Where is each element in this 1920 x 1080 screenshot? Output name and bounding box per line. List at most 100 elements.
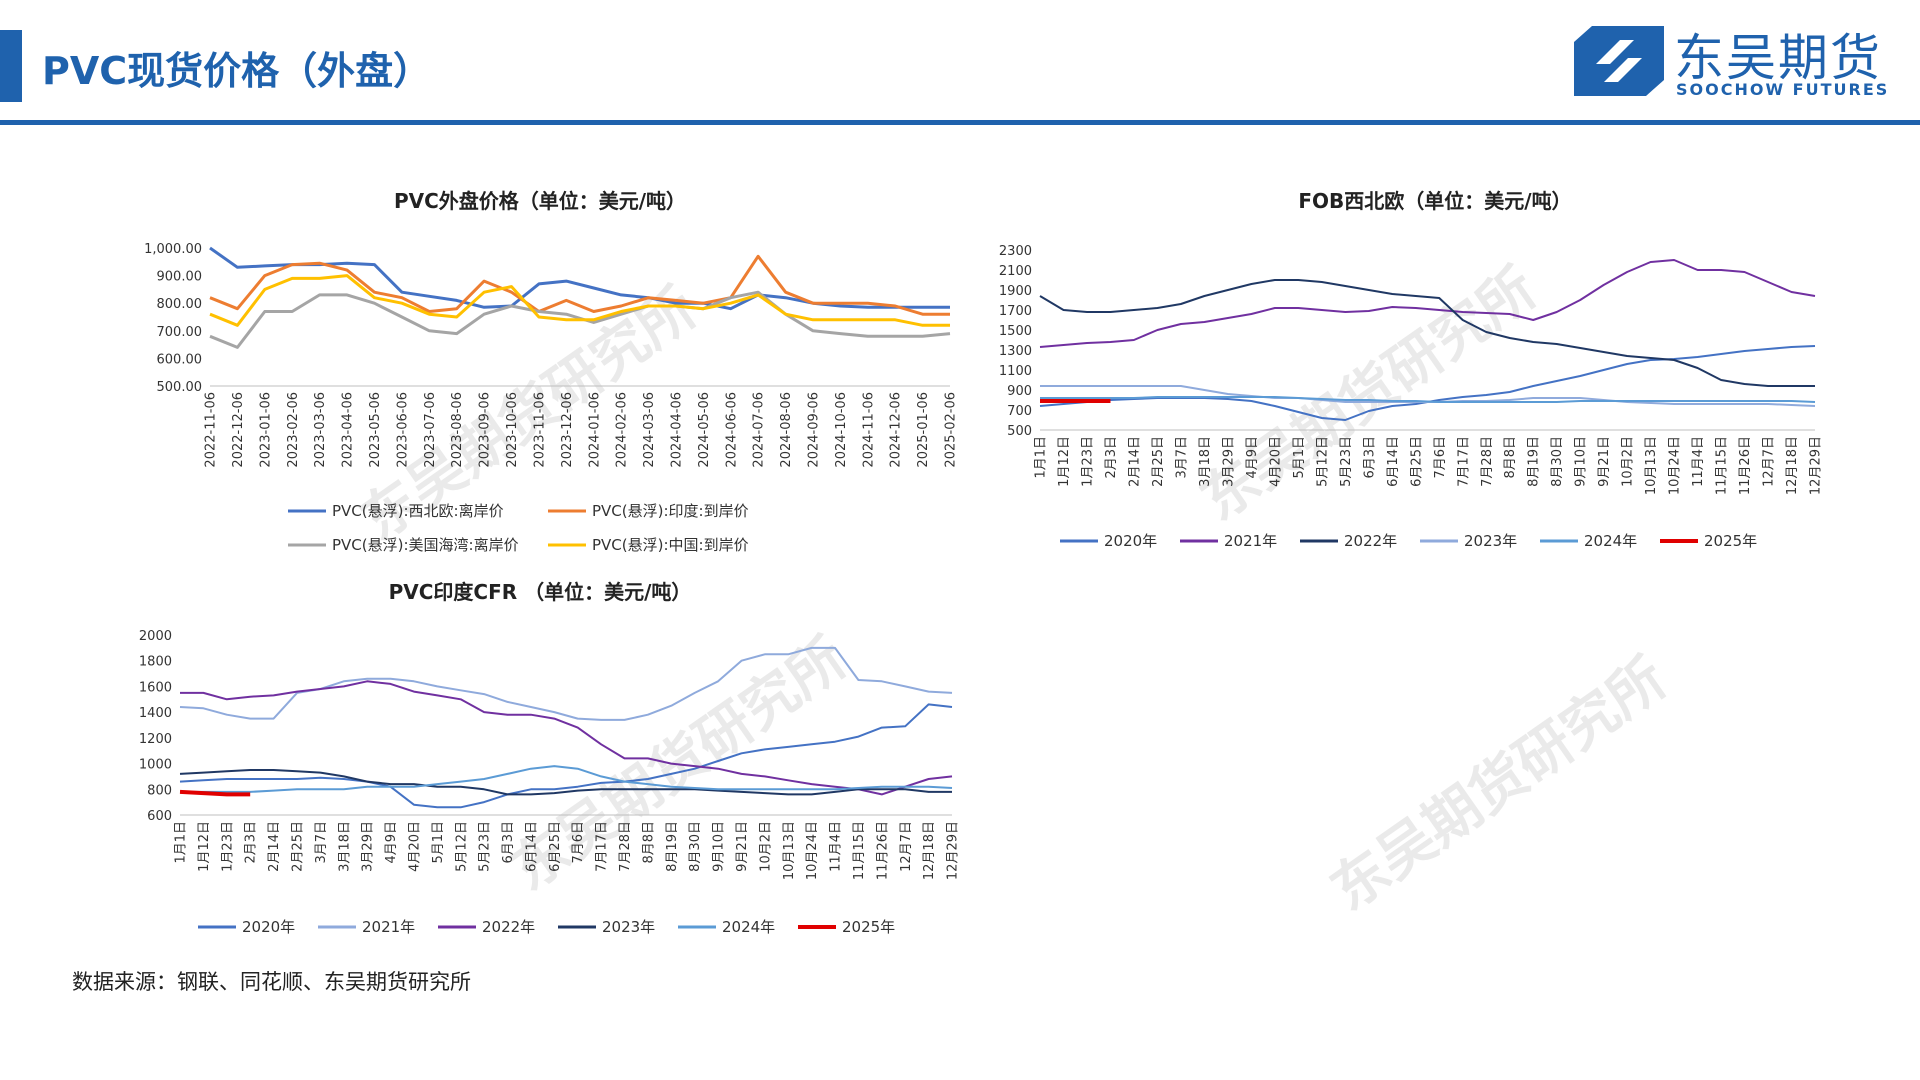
chart-title: FOB西北欧（单位：美元/吨） xyxy=(1298,189,1572,213)
x-tick-label: 6月3日 xyxy=(1362,436,1377,479)
x-tick-label: 11月26日 xyxy=(1738,436,1753,495)
x-tick-label: 6月3日 xyxy=(501,821,516,864)
page-title: PVC现货价格（外盘） xyxy=(42,49,432,93)
y-tick-label: 1800 xyxy=(139,655,172,670)
y-tick-label: 900 xyxy=(1007,384,1032,399)
legend-label: 2021年 xyxy=(362,918,415,936)
x-tick-label: 6月25日 xyxy=(1409,436,1424,487)
x-tick-label: 2月3日 xyxy=(244,821,259,864)
y-tick-label: 500.00 xyxy=(157,380,203,395)
series-line xyxy=(179,769,952,796)
x-tick-label: 5月23日 xyxy=(478,821,493,872)
legend-label: 2024年 xyxy=(722,918,775,936)
header-divider xyxy=(0,120,1920,125)
x-tick-label: 9月21日 xyxy=(1597,436,1612,487)
y-tick-label: 1000 xyxy=(139,758,172,773)
legend-label: PVC(悬浮):中国:到岸价 xyxy=(592,536,749,554)
y-tick-label: 1600 xyxy=(139,680,172,695)
legend-label: 2023年 xyxy=(1464,532,1517,550)
x-tick-label: 2023-07-06 xyxy=(423,392,438,468)
y-tick-label: 1400 xyxy=(139,706,172,721)
x-tick-label: 2024-12-06 xyxy=(889,392,904,468)
x-tick-label: 10月24日 xyxy=(805,821,820,880)
x-tick-label: 2025-01-06 xyxy=(916,392,931,468)
y-tick-label: 1500 xyxy=(999,324,1032,339)
x-tick-label: 2024-11-06 xyxy=(861,392,876,468)
x-tick-label: 11月4日 xyxy=(1691,436,1706,487)
x-tick-label: 11月4日 xyxy=(829,821,844,872)
series-line xyxy=(1040,396,1816,403)
x-tick-label: 5月23日 xyxy=(1339,436,1354,487)
x-tick-label: 5月1日 xyxy=(1292,436,1307,479)
series-line xyxy=(179,646,953,721)
x-tick-label: 11月26日 xyxy=(875,821,890,880)
x-tick-label: 2月14日 xyxy=(267,821,282,872)
y-tick-label: 600 xyxy=(147,809,172,824)
x-tick-label: 2024-02-06 xyxy=(615,392,630,468)
x-tick-label: 3月7日 xyxy=(314,821,329,864)
series-line xyxy=(180,680,953,796)
x-tick-label: 1月23日 xyxy=(220,821,235,872)
series-line xyxy=(1039,345,1816,421)
x-tick-label: 6月25日 xyxy=(548,821,563,872)
x-tick-label: 9月10日 xyxy=(712,821,727,872)
x-tick-label: 2月3日 xyxy=(1104,436,1119,479)
pvc-india-cfr-chart: PVC印度CFR （单位：美元/吨） 600 800 1000 1200 1400 160… xyxy=(110,572,970,952)
x-tick-label: 2024-06-06 xyxy=(724,392,739,468)
legend-label: 2025年 xyxy=(1704,532,1757,550)
y-tick-label: 1900 xyxy=(999,284,1032,299)
x-tick-label: 2024-08-06 xyxy=(779,392,794,468)
x-tick-label: 7月17日 xyxy=(1456,436,1471,487)
x-tick-label: 10月2日 xyxy=(758,821,773,872)
legend-label: 2020年 xyxy=(1104,532,1157,550)
x-tick-label: 8月19日 xyxy=(1527,436,1542,487)
x-tick-label: 2023-11-06 xyxy=(532,392,547,468)
x-tick-label: 2023-12-06 xyxy=(560,392,575,468)
x-tick-label: 3月29日 xyxy=(361,821,376,872)
y-tick-label: 1,000.00 xyxy=(144,242,202,257)
x-tick-label: 2022-12-06 xyxy=(231,392,246,468)
x-tick-label: 2023-06-06 xyxy=(395,392,410,468)
x-tick-label: 11月15日 xyxy=(852,821,867,880)
legend-label: 2023年 xyxy=(602,918,655,936)
x-tick-label: 2023-10-06 xyxy=(505,392,520,468)
x-tick-label: 5月1日 xyxy=(431,821,446,864)
x-tick-label: 10月13日 xyxy=(1644,436,1659,495)
x-tick-label: 2023-02-06 xyxy=(286,392,301,468)
x-tick-label: 2024-07-06 xyxy=(752,392,767,468)
x-tick-label: 10月13日 xyxy=(782,821,797,880)
chart-svg: 500.00 600.00 700.00 800.00 900.00 1,000.00 20… xyxy=(144,242,958,554)
pvc-external-price-chart: PVC外盘价格（单位：美元/吨） 500.00 600.00 700.00 800.0… xyxy=(110,185,970,565)
x-tick-label: 12月18日 xyxy=(1785,436,1800,495)
series-line xyxy=(180,765,953,793)
x-tick-label: 4月9日 xyxy=(384,821,399,864)
x-tick-label: 2023-05-06 xyxy=(368,392,383,468)
legend-label: 2024年 xyxy=(1584,532,1637,550)
legend-label: 2021年 xyxy=(1224,532,1277,550)
x-tick-label: 4月9日 xyxy=(1245,436,1260,479)
x-tick-label: 5月12日 xyxy=(1315,436,1330,487)
x-tick-label: 1月12日 xyxy=(1057,436,1072,487)
x-tick-label: 3月29日 xyxy=(1221,436,1236,487)
legend-label: 2025年 xyxy=(842,918,895,936)
y-tick-label: 1200 xyxy=(139,732,172,747)
x-tick-label: 12月7日 xyxy=(899,821,914,872)
x-tick-label: 5月12日 xyxy=(454,821,469,872)
x-tick-label: 6月14日 xyxy=(1386,436,1401,487)
y-tick-label: 2300 xyxy=(999,244,1032,259)
chart-svg: 600 800 1000 1200 1400 1600 1800 2000 1月1日 1月12日 1… xyxy=(139,629,961,936)
x-tick-label: 9月21日 xyxy=(735,821,750,872)
series-line xyxy=(1039,279,1815,387)
series-line xyxy=(1040,385,1816,407)
watermark: 东吴期货研究所 xyxy=(1319,645,1679,924)
x-tick-label: 3月7日 xyxy=(1174,436,1189,479)
x-tick-label: 7月6日 xyxy=(571,821,586,864)
data-source-note: 数据来源：钢联、同花顺、东吴期货研究所 xyxy=(72,970,471,994)
x-tick-label: 12月29日 xyxy=(946,821,961,880)
legend-label: PVC(悬浮):美国海湾:离岸价 xyxy=(332,536,519,554)
x-tick-label: 2024-09-06 xyxy=(807,392,822,468)
series-line xyxy=(209,274,950,327)
x-tick-label: 2023-08-06 xyxy=(450,392,465,468)
x-tick-label: 2023-03-06 xyxy=(313,392,328,468)
y-tick-label: 800 xyxy=(147,783,172,798)
